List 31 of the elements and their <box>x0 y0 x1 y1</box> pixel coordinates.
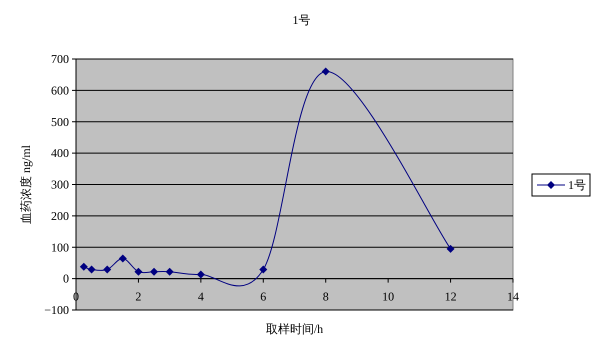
x-tick-label: 6 <box>260 290 266 304</box>
y-tick-label: 0 <box>63 272 69 286</box>
point <box>103 266 112 274</box>
x-tick-label: 4 <box>198 290 204 304</box>
y-axis-title: 血药浓度 ng/ml <box>19 144 33 224</box>
point <box>166 268 174 276</box>
y-tick-label: 400 <box>51 146 69 160</box>
point <box>446 244 455 253</box>
point <box>322 68 330 76</box>
x-tick-label: 8 <box>322 290 329 304</box>
y-tick-label: 500 <box>51 114 69 129</box>
point <box>80 262 88 271</box>
y-tick-label: −100 <box>44 303 69 317</box>
y-tick-label: 700 <box>51 52 69 66</box>
y-tick-label: 600 <box>51 83 69 98</box>
point <box>88 266 96 274</box>
x-axis-title: 取样时间/h <box>266 322 324 336</box>
point <box>118 254 127 263</box>
y-tick-label: 300 <box>51 178 69 192</box>
point <box>134 268 142 276</box>
point <box>150 268 158 276</box>
x-tick-label: 10 <box>382 290 394 304</box>
point <box>196 270 205 279</box>
legend-label: 1号 <box>568 178 586 192</box>
point <box>259 266 268 274</box>
y-tick-label: 200 <box>51 208 69 223</box>
x-tick-label: 2 <box>135 290 142 304</box>
chart-title: 1号 <box>292 13 310 27</box>
x-tick-label: 12 <box>444 290 457 304</box>
y-tick-label: 100 <box>51 240 69 254</box>
x-tick-label: 14 <box>507 290 519 304</box>
